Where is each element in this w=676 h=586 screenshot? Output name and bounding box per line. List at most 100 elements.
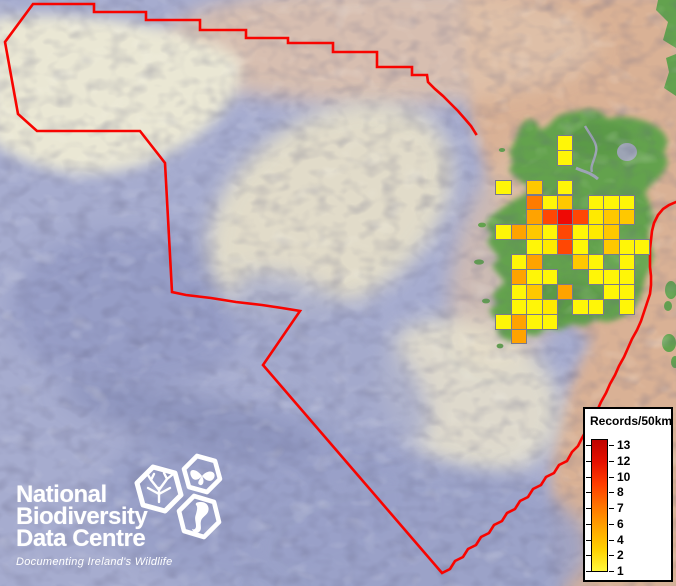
logo-line-1: National — [16, 481, 107, 508]
legend-tick-mark — [586, 571, 591, 572]
grid-cell[interactable] — [557, 209, 574, 226]
grid-cell[interactable] — [618, 239, 635, 256]
legend-tick-label: 8 — [617, 485, 624, 500]
grid-cell[interactable] — [541, 239, 558, 256]
grid-cell[interactable] — [510, 328, 528, 345]
grid-cell[interactable] — [541, 313, 558, 330]
legend-tick-mark — [586, 476, 591, 478]
legend-tick-mark — [586, 460, 591, 462]
grid-cell[interactable] — [587, 298, 605, 315]
legend-tick-mark — [609, 492, 614, 494]
logo-line-3: Data Centre — [16, 525, 146, 552]
grid-cell[interactable] — [541, 224, 558, 241]
legend-tick-mark — [609, 445, 614, 446]
nbdc-logo: National Biodiversity Data Centre Docume… — [16, 481, 173, 569]
tree-hexagon-icon — [134, 464, 184, 514]
grid-cell[interactable] — [603, 224, 620, 241]
grid-cell[interactable] — [510, 298, 528, 315]
grid-cell[interactable] — [618, 283, 635, 300]
legend-tick-label: 1 — [617, 564, 624, 578]
legend-tick-mark — [609, 555, 614, 557]
legend-tick-mark — [609, 476, 614, 478]
grid-cell[interactable] — [526, 254, 543, 270]
grid-cell[interactable] — [572, 224, 589, 241]
legend-tick-mark — [586, 555, 591, 557]
grid-cell[interactable] — [603, 194, 620, 211]
grid-cell[interactable] — [557, 194, 574, 211]
grid-cell[interactable] — [510, 313, 528, 330]
grid-cell[interactable] — [618, 194, 635, 211]
legend-tick-label: 6 — [617, 516, 624, 531]
grid-cell[interactable] — [495, 179, 512, 196]
logo-hexagons — [134, 453, 223, 540]
legend-tick-mark — [609, 571, 614, 572]
legend-box: Records/50km 13 12 10 8 7 6 4 2 1 — [583, 407, 673, 582]
grid-cell[interactable] — [557, 149, 574, 166]
grid-cell[interactable] — [510, 224, 528, 241]
grid-cell[interactable] — [541, 209, 558, 226]
grid-cell[interactable] — [557, 134, 574, 151]
logo-tagline: Documenting Ireland's Wildlife — [16, 556, 173, 568]
legend-tick-label: 4 — [617, 532, 624, 547]
grid-cell[interactable] — [510, 254, 528, 270]
legend-tick-label: 13 — [617, 438, 631, 452]
logo-line-2: Biodiversity — [16, 503, 148, 530]
grid-cell[interactable] — [557, 224, 574, 241]
seahorse-hexagon-icon — [176, 493, 222, 540]
grid-cell[interactable] — [634, 239, 651, 256]
grid-cell[interactable] — [572, 239, 589, 256]
grid-cell[interactable] — [572, 254, 589, 270]
grid-cell[interactable] — [618, 209, 635, 226]
grid-cell[interactable] — [603, 209, 620, 226]
grid-cell[interactable] — [526, 239, 543, 256]
legend-tick-mark — [609, 539, 614, 541]
legend-tick-mark — [586, 445, 591, 446]
legend-tick-label: 7 — [617, 501, 624, 515]
grid-cell[interactable] — [541, 194, 558, 211]
legend-color-ramp — [591, 439, 608, 572]
grid-cell[interactable] — [557, 283, 574, 300]
grid-cell[interactable] — [526, 209, 543, 226]
grid-cell[interactable] — [526, 194, 543, 211]
grid-cell[interactable] — [618, 269, 635, 285]
grid-cell[interactable] — [526, 179, 543, 196]
legend-tick-mark — [586, 523, 591, 525]
grid-cell[interactable] — [526, 224, 543, 241]
legend-tick-mark — [586, 539, 591, 541]
grid-cell[interactable] — [587, 269, 605, 285]
grid-cell[interactable] — [587, 254, 605, 270]
grid-cell[interactable] — [495, 313, 512, 330]
designated-area-boundary-line — [3, 2, 676, 575]
grid-cell[interactable] — [603, 283, 620, 300]
legend-tick-mark — [609, 523, 614, 525]
legend-tick-mark — [586, 508, 591, 509]
grid-cell[interactable] — [510, 269, 528, 285]
grid-cell[interactable] — [510, 283, 528, 300]
grid-cell[interactable] — [495, 224, 512, 241]
grid-cell[interactable] — [572, 209, 589, 226]
legend-tick-mark — [609, 460, 614, 462]
grid-cell[interactable] — [526, 269, 543, 285]
grid-cell[interactable] — [526, 313, 543, 330]
legend-tick-label: 2 — [617, 548, 624, 563]
grid-cell[interactable] — [603, 239, 620, 256]
grid-cell[interactable] — [603, 269, 620, 285]
grid-cell[interactable] — [541, 269, 558, 285]
grid-cell[interactable] — [587, 224, 605, 241]
legend-tick-label: 10 — [617, 469, 631, 484]
grid-cell[interactable] — [541, 298, 558, 315]
grid-cell[interactable] — [526, 298, 543, 315]
grid-cell[interactable] — [587, 209, 605, 226]
legend-tick-mark — [586, 492, 591, 494]
grid-cell[interactable] — [557, 239, 574, 256]
grid-cell[interactable] — [526, 283, 543, 300]
grid-cell[interactable] — [587, 194, 605, 211]
grid-cell[interactable] — [618, 298, 635, 315]
grid-cell[interactable] — [572, 298, 589, 315]
grid-cell[interactable] — [618, 254, 635, 270]
legend-tick-mark — [609, 508, 614, 509]
grid-cell[interactable] — [557, 179, 574, 196]
